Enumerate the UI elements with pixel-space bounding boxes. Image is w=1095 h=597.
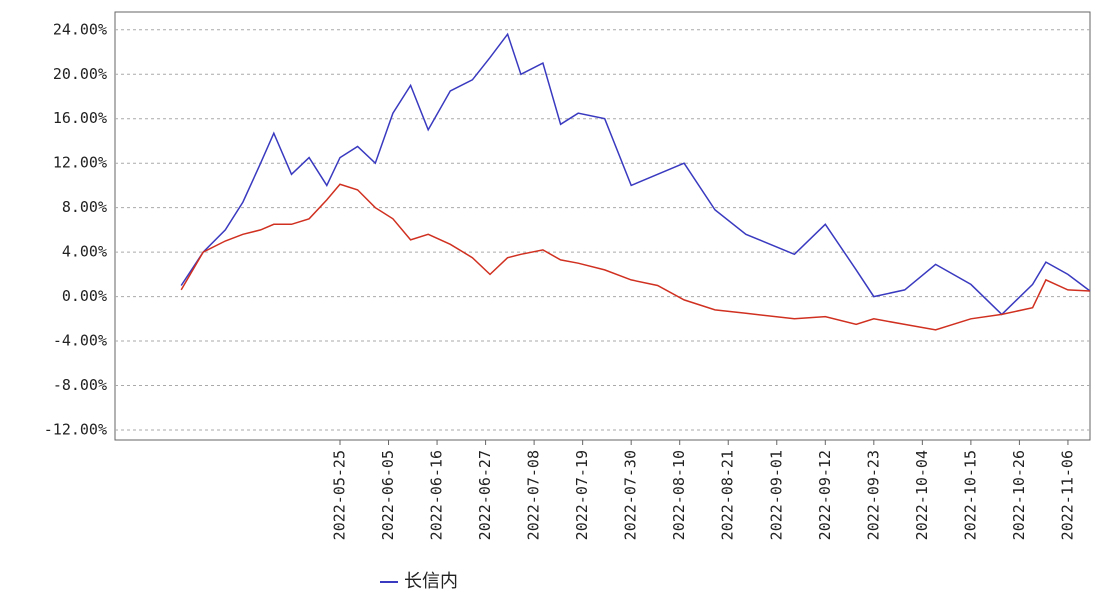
y-tick-label: 16.00%: [53, 109, 107, 127]
plot-frame: [114, 11, 1091, 441]
x-tick-label: 2022-09-01: [767, 450, 785, 540]
x-tick-label: 2022-07-08: [525, 450, 543, 540]
y-tick-label: -8.00%: [53, 376, 107, 394]
x-tick-label: 2022-05-25: [331, 450, 349, 540]
x-tick-label: 2022-08-21: [719, 450, 737, 540]
x-tick-label: 2022-11-06: [1058, 450, 1076, 540]
y-tick-label: 20.00%: [53, 65, 107, 83]
y-tick-label: -12.00%: [44, 420, 107, 438]
x-tick-label: 2022-07-19: [573, 450, 591, 540]
legend-label: 长信内: [404, 571, 458, 592]
x-tick-label: 2022-10-26: [1010, 450, 1028, 540]
x-tick-label: 2022-09-23: [864, 450, 882, 540]
series-line: [180, 32, 1091, 316]
y-tick-label: 24.00%: [53, 20, 107, 38]
x-tick-label: 2022-06-05: [379, 450, 397, 540]
x-tick-label: 2022-06-27: [476, 450, 494, 540]
x-tick-label: 2022-06-16: [428, 450, 446, 540]
y-tick-label: 8.00%: [62, 198, 107, 216]
series-line: [180, 183, 1091, 331]
x-tick-label: 2022-10-15: [961, 450, 979, 540]
y-tick-label: -4.00%: [53, 332, 107, 350]
y-tick-label: 4.00%: [62, 243, 107, 261]
x-tick-label: 2022-08-10: [670, 450, 688, 540]
x-tick-label: 2022-09-12: [816, 450, 834, 540]
x-tick-label: 2022-07-30: [622, 450, 640, 540]
x-tick-label: 2022-10-04: [913, 450, 931, 540]
y-tick-label: 0.00%: [62, 287, 107, 305]
y-tick-label: 12.00%: [53, 154, 107, 172]
